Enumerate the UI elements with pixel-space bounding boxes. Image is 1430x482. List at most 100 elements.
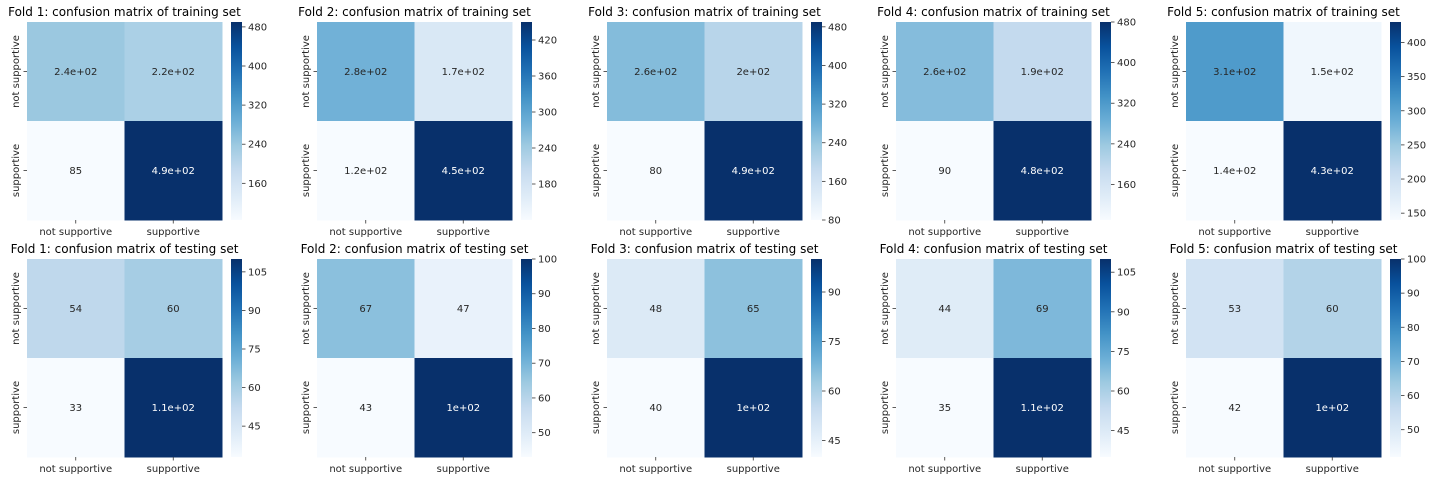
cell-annotation: 4.9e+02 (152, 166, 195, 177)
colorbar-tick-label: 80 (538, 324, 551, 335)
x-tick-label: not supportive (1198, 464, 1271, 475)
cell-annotation: 69 (1036, 304, 1049, 315)
y-tick-label: supportive (880, 381, 891, 434)
y-tick-label: supportive (301, 381, 312, 434)
colorbar-tick-label: 240 (248, 140, 267, 151)
heatmap-cell (1283, 22, 1382, 122)
colorbar-tick-label: 480 (1117, 18, 1136, 29)
heatmap-cell (896, 358, 994, 458)
cell-annotation: 1.7e+02 (442, 67, 485, 78)
heatmap-cell (993, 358, 1092, 458)
heatmap-cell (27, 358, 125, 458)
y-tick-label: supportive (301, 144, 312, 197)
panel-title: Fold 4: confusion matrix of training set (877, 5, 1110, 19)
colorbar-tick-label: 80 (1407, 323, 1420, 334)
cell-annotation: 33 (69, 403, 82, 414)
y-tick-label: not supportive (880, 272, 891, 345)
panel-title: Fold 1: confusion matrix of testing set (11, 242, 239, 256)
heatmap-cell (414, 22, 513, 122)
cell-annotation: 54 (69, 304, 82, 315)
heatmap-cell (124, 121, 223, 221)
x-tick-label: not supportive (329, 464, 402, 475)
colorbar-tick-label: 320 (828, 100, 847, 111)
colorbar-tick-label: 70 (538, 359, 551, 370)
cell-annotation: 67 (359, 304, 372, 315)
colorbar-tick-label: 400 (828, 61, 847, 72)
panel-title: Fold 5: confusion matrix of testing set (1170, 242, 1398, 256)
heatmap-cell (414, 259, 513, 359)
heatmap-cell (607, 259, 705, 359)
cell-annotation: 44 (938, 304, 951, 315)
colorbar-tick-label: 300 (1407, 106, 1426, 117)
colorbar-tick-label: 160 (1117, 180, 1136, 191)
panel-title: Fold 5: confusion matrix of training set (1167, 5, 1400, 19)
y-tick-label: not supportive (880, 35, 891, 108)
x-tick-label: supportive (437, 464, 490, 475)
colorbar-tick-label: 90 (828, 288, 841, 299)
colorbar (1390, 22, 1401, 220)
colorbar (231, 259, 242, 457)
heatmap-panel-5: Fold 5: confusion matrix of training set… (1167, 5, 1426, 238)
cell-annotation: 1.1e+02 (152, 403, 195, 414)
heatmap-cell (1283, 358, 1382, 458)
colorbar-tick-label: 240 (1117, 139, 1136, 150)
colorbar-tick-label: 60 (248, 383, 261, 394)
colorbar-tick-label: 320 (248, 101, 267, 112)
colorbar-tick-label: 350 (1407, 72, 1426, 83)
colorbar-tick-label: 250 (1407, 140, 1426, 151)
colorbar-tick-label: 105 (1117, 268, 1136, 279)
heatmap-panel-7: Fold 2: confusion matrix of testing set 6… (301, 242, 558, 475)
colorbar-tick-label: 45 (248, 422, 261, 433)
colorbar-tick-label: 480 (248, 22, 267, 33)
cell-annotation: 4.5e+02 (442, 166, 485, 177)
colorbar-tick-label: 75 (248, 345, 261, 356)
colorbar (521, 259, 532, 457)
colorbar (521, 22, 532, 220)
colorbar (1100, 259, 1111, 457)
colorbar-tick-label: 420 (538, 36, 557, 47)
heatmap-panel-9: Fold 4: confusion matrix of testing set 4… (880, 242, 1137, 475)
cell-annotation: 60 (1326, 304, 1339, 315)
heatmap-cell (607, 121, 705, 221)
cell-annotation: 42 (1228, 403, 1241, 414)
colorbar (811, 22, 822, 220)
y-tick-label: not supportive (591, 272, 602, 345)
colorbar-tick-label: 160 (828, 177, 847, 188)
colorbar-tick-label: 400 (248, 62, 267, 73)
colorbar-tick-label: 75 (828, 337, 841, 348)
heatmap-cell (704, 259, 803, 359)
heatmap-panel-3: Fold 3: confusion matrix of training set… (588, 5, 847, 238)
colorbar (1390, 259, 1401, 457)
heatmap-panel-6: Fold 1: confusion matrix of testing set 5… (11, 242, 268, 475)
cell-annotation: 48 (649, 304, 662, 315)
y-tick-label: not supportive (11, 272, 22, 345)
cell-annotation: 3.1e+02 (1213, 67, 1256, 78)
colorbar-tick-label: 90 (1407, 289, 1420, 300)
cell-annotation: 1e+02 (446, 403, 480, 414)
cell-annotation: 35 (938, 403, 951, 414)
x-tick-label: not supportive (329, 227, 402, 238)
cell-annotation: 43 (359, 403, 372, 414)
colorbar-tick-label: 75 (1117, 347, 1130, 358)
colorbar (811, 259, 822, 457)
x-tick-label: supportive (1306, 464, 1359, 475)
cell-annotation: 1.5e+02 (1311, 67, 1354, 78)
heatmap-cell (1186, 121, 1284, 221)
panel-title: Fold 1: confusion matrix of training set (8, 5, 241, 19)
x-tick-label: not supportive (908, 227, 981, 238)
y-tick-label: supportive (1170, 381, 1181, 434)
heatmap-cell (607, 358, 705, 458)
x-tick-label: not supportive (619, 227, 692, 238)
x-tick-label: supportive (727, 227, 780, 238)
heatmap-cell (993, 22, 1092, 122)
x-tick-label: not supportive (39, 464, 112, 475)
y-tick-label: supportive (591, 381, 602, 434)
heatmap-panel-8: Fold 3: confusion matrix of testing set 4… (591, 242, 841, 475)
heatmap-cell (124, 22, 223, 122)
heatmap-cell (317, 121, 415, 221)
cell-annotation: 4.3e+02 (1311, 166, 1354, 177)
x-tick-label: supportive (1306, 227, 1359, 238)
x-tick-label: not supportive (908, 464, 981, 475)
x-tick-label: supportive (727, 464, 780, 475)
heatmap-cell (896, 22, 994, 122)
